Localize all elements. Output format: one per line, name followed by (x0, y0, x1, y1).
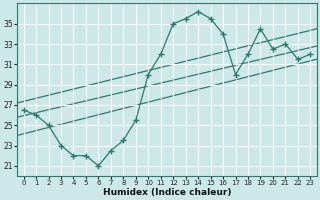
X-axis label: Humidex (Indice chaleur): Humidex (Indice chaleur) (103, 188, 231, 197)
